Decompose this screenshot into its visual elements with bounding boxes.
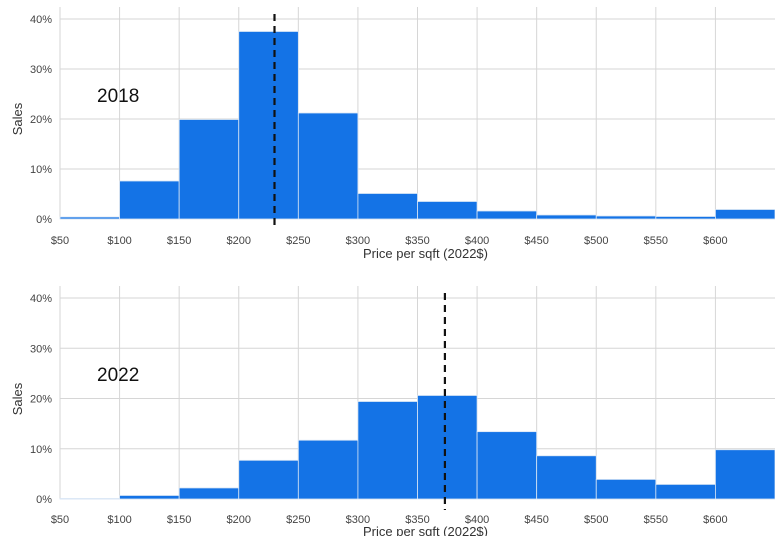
y-tick-label: 40% — [30, 14, 52, 26]
panel-label: 2022 — [97, 365, 139, 386]
histogram-bar — [536, 214, 597, 220]
histogram-bar — [297, 112, 359, 220]
x-tick-label: $350 — [405, 235, 429, 247]
histogram-bar — [178, 119, 240, 220]
x-tick-label: $350 — [405, 514, 429, 526]
x-tick-label: $500 — [584, 235, 608, 247]
y-axis-title: Sales — [10, 382, 25, 415]
x-tick-label: $250 — [286, 514, 310, 526]
y-tick-label: 10% — [30, 164, 52, 176]
x-tick-label: $50 — [51, 514, 69, 526]
histogram-bar — [119, 495, 180, 500]
x-tick-label: $600 — [703, 235, 727, 247]
histogram-bar — [655, 216, 716, 220]
histogram-bar — [119, 180, 180, 220]
histogram-bar — [297, 439, 359, 500]
histogram-bar — [59, 216, 120, 220]
x-tick-label: $300 — [346, 235, 370, 247]
y-tick-label: 30% — [30, 343, 52, 355]
x-tick-label: $200 — [227, 514, 251, 526]
x-tick-label: $450 — [524, 235, 548, 247]
y-tick-label: 40% — [30, 293, 52, 305]
y-tick-label: 20% — [30, 394, 52, 406]
histogram-bar — [536, 455, 597, 500]
x-axis-title: Price per sqft (2022$) — [363, 246, 488, 261]
x-tick-label: $550 — [644, 235, 668, 247]
histogram-bar — [715, 209, 775, 220]
histogram-bar — [476, 431, 538, 500]
x-tick-label: $400 — [465, 514, 489, 526]
y-tick-label: 10% — [30, 444, 52, 456]
histogram-bar — [238, 459, 299, 500]
panel-2022: 0% 10% 20% 30% 40% $50 $100 $150 $200 $250 $300 $35… — [10, 286, 775, 536]
x-tick-label: $150 — [167, 514, 191, 526]
y-tick-label: 0% — [36, 214, 52, 226]
histogram-bar — [357, 401, 418, 500]
x-tick-label: $550 — [644, 514, 668, 526]
x-tick-label: $100 — [107, 235, 131, 247]
x-tick-label: $450 — [524, 514, 548, 526]
histogram-bar — [595, 215, 657, 220]
histogram-bar — [238, 31, 299, 220]
histogram-bar — [595, 479, 657, 500]
histogram-bar — [655, 484, 716, 500]
histogram-bar — [417, 201, 478, 220]
histogram-bar — [178, 487, 240, 500]
x-tick-label: $300 — [346, 514, 370, 526]
y-tick-label: 20% — [30, 114, 52, 126]
x-tick-label: $400 — [465, 235, 489, 247]
panel-label: 2018 — [97, 86, 139, 107]
x-tick-label: $200 — [227, 235, 251, 247]
panel-2018: 0% 10% 20% 30% 40% $50 $100 $150 $200 $250 $300 $35… — [10, 7, 775, 261]
y-tick-label: 0% — [36, 494, 52, 506]
histogram-bar — [357, 193, 418, 220]
x-tick-label: $100 — [107, 514, 131, 526]
x-axis-title: Price per sqft (2022$) — [363, 524, 488, 536]
histogram-bar — [476, 210, 538, 220]
histogram-bar — [417, 395, 478, 500]
x-tick-label: $500 — [584, 514, 608, 526]
histogram-bar — [59, 498, 120, 500]
y-axis-title: Sales — [10, 102, 25, 135]
y-tick-label: 30% — [30, 64, 52, 76]
x-tick-label: $250 — [286, 235, 310, 247]
x-tick-label: $50 — [51, 235, 69, 247]
x-tick-label: $600 — [703, 514, 727, 526]
x-tick-label: $150 — [167, 235, 191, 247]
histogram-bar — [715, 449, 775, 500]
